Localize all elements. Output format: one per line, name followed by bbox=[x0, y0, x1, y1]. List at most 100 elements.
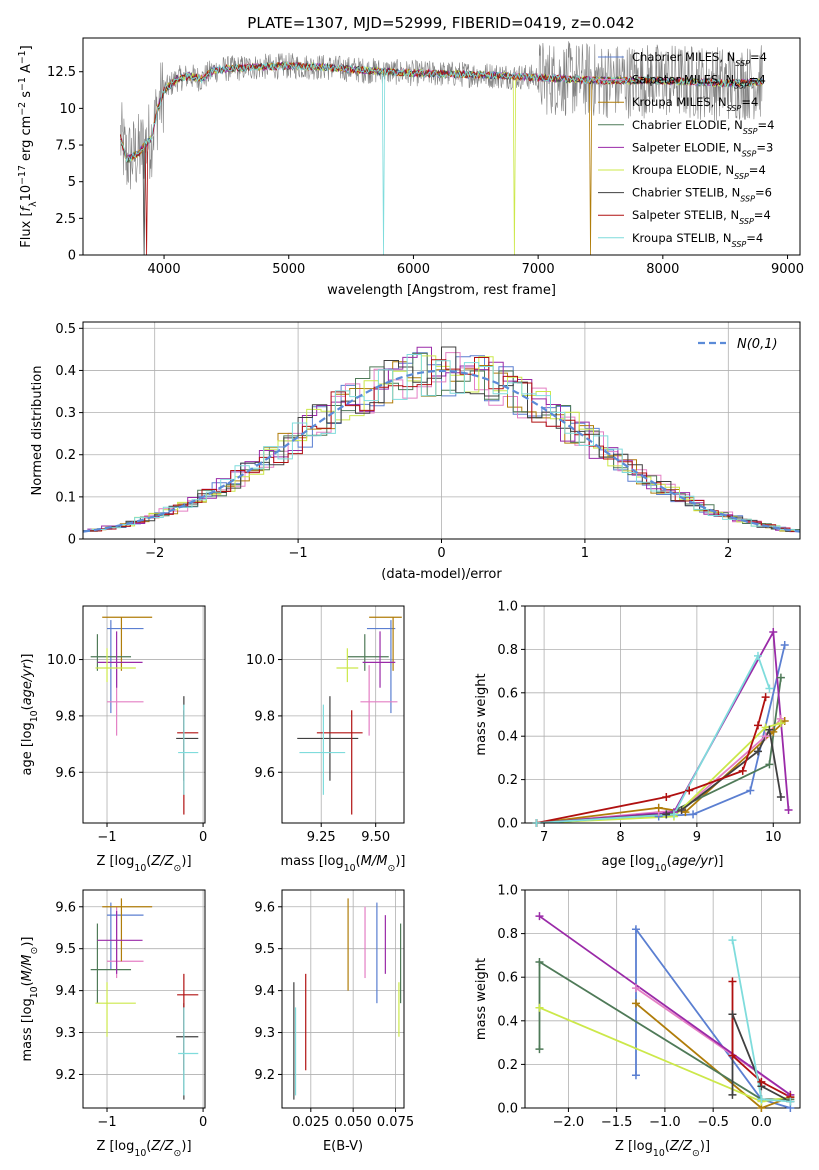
y-tick-label: 7.5 bbox=[55, 139, 76, 154]
x-axis-label: Z [log10(Z/Z⊙)] bbox=[615, 1139, 710, 1159]
legend-entry: Salpeter ELODIE, NSSP=3 bbox=[632, 140, 773, 158]
y-tick-label: 9.3 bbox=[254, 1026, 275, 1041]
y-tick-label: 10.0 bbox=[246, 653, 275, 668]
x-tick-label: 0.0 bbox=[751, 1115, 772, 1130]
x-tick-label: 1 bbox=[581, 546, 589, 561]
y-tick-label: 2.5 bbox=[55, 212, 76, 227]
mass-weight-marker bbox=[535, 1003, 544, 1012]
plot-area bbox=[83, 346, 800, 533]
mass-weight-marker bbox=[728, 977, 737, 986]
x-tick-label: 6000 bbox=[397, 262, 430, 277]
mass-weight-marker bbox=[662, 792, 671, 801]
axes-frame bbox=[82, 889, 206, 1109]
x-tick-label: 0.050 bbox=[335, 1115, 372, 1130]
histogram-step bbox=[87, 357, 800, 532]
y-tick-label: 1.0 bbox=[497, 884, 518, 899]
x-tick-label: 0 bbox=[437, 546, 445, 561]
x-tick-label: −1 bbox=[97, 1115, 116, 1130]
x-tick-label: 7 bbox=[540, 830, 548, 845]
axes-frame bbox=[281, 889, 405, 1109]
y-tick-label: 0.6 bbox=[497, 971, 518, 986]
y-tick-label: 10 bbox=[59, 102, 76, 117]
x-tick-label: 9.50 bbox=[361, 830, 390, 845]
y-tick-label: 0.6 bbox=[497, 686, 518, 701]
y-tick-label: 9.8 bbox=[55, 709, 76, 724]
mass-weight-line bbox=[536, 696, 767, 823]
x-tick-label: 0 bbox=[199, 830, 207, 845]
x-tick-label: 4000 bbox=[148, 262, 181, 277]
mass-weight-marker bbox=[765, 760, 774, 769]
legend-entry: Chabrier STELIB, NSSP=6 bbox=[632, 186, 772, 204]
y-tick-label: 9.2 bbox=[55, 1068, 76, 1083]
mass-weight-marker bbox=[669, 810, 678, 819]
x-tick-label: 9.25 bbox=[307, 830, 336, 845]
mass-weight-line bbox=[538, 915, 791, 1096]
x-axis-label: wavelength [Angstrom, rest frame] bbox=[327, 283, 556, 298]
y-tick-label: 0.4 bbox=[497, 730, 518, 745]
legend-entry: Kroupa ELODIE, NSSP=4 bbox=[632, 163, 766, 181]
mass-weight-marker bbox=[753, 651, 762, 660]
legend-entry: Kroupa MILES, NSSP=4 bbox=[632, 95, 758, 113]
mass-weight-marker bbox=[535, 1045, 544, 1054]
legend-entry: Chabrier MILES, NSSP=4 bbox=[632, 50, 767, 68]
x-tick-label: 9000 bbox=[771, 262, 804, 277]
x-tick-label: 10 bbox=[765, 830, 782, 845]
x-tick-label: 0.075 bbox=[377, 1115, 414, 1130]
x-tick-label: 9 bbox=[693, 830, 701, 845]
x-tick-label: −1.0 bbox=[649, 1115, 681, 1130]
mass-weight-marker bbox=[765, 684, 774, 693]
mass-weight-line bbox=[536, 677, 782, 823]
x-tick-label: −1 bbox=[97, 830, 116, 845]
plot-area bbox=[90, 616, 199, 815]
mass-weight-marker bbox=[728, 1051, 737, 1060]
y-tick-label: 0 bbox=[68, 533, 76, 548]
y-tick-label: 0.8 bbox=[497, 927, 518, 942]
x-axis-label: (data-model)/error bbox=[381, 567, 502, 582]
x-tick-label: 5000 bbox=[272, 262, 305, 277]
mass-weight-marker bbox=[728, 936, 737, 945]
x-tick-label: 7000 bbox=[522, 262, 555, 277]
y-tick-label: 9.6 bbox=[254, 900, 275, 915]
mass-weight-marker bbox=[685, 786, 694, 795]
legend-entry: N(0,1) bbox=[737, 337, 778, 352]
x-tick-label: 8000 bbox=[646, 262, 679, 277]
mass-weight-marker bbox=[786, 1097, 795, 1106]
mass-weight-marker bbox=[532, 819, 541, 827]
mass-weight-marker bbox=[728, 1010, 737, 1019]
y-tick-label: 0.2 bbox=[497, 1058, 518, 1073]
y-tick-label: 0.1 bbox=[55, 490, 76, 505]
mass-weight-marker bbox=[776, 792, 785, 801]
mass-weight-marker bbox=[757, 1077, 766, 1086]
axes-frame bbox=[524, 605, 801, 824]
y-axis-label: age [log10(age/yr)] bbox=[20, 653, 40, 775]
y-tick-label: 0 bbox=[68, 249, 76, 264]
x-tick-label: −1.5 bbox=[601, 1115, 633, 1130]
y-axis-label: mass weight bbox=[474, 958, 489, 1040]
legend-entry: Chabrier ELODIE, NSSP=4 bbox=[632, 118, 774, 136]
x-tick-label: −2 bbox=[145, 546, 164, 561]
mass-weight-marker bbox=[631, 1071, 640, 1080]
x-axis-label: E(B-V) bbox=[323, 1139, 363, 1154]
legend-entry: Salpeter MILES, NSSP=4 bbox=[632, 73, 766, 91]
y-tick-label: 9.4 bbox=[55, 984, 76, 999]
axes-frame bbox=[82, 605, 206, 824]
x-axis-label: mass [log10(M/M⊙)] bbox=[281, 854, 406, 874]
mass-weight-marker bbox=[784, 805, 793, 814]
mass-weight-marker bbox=[631, 925, 640, 934]
y-tick-label: 9.5 bbox=[254, 942, 275, 957]
mass-weight-marker bbox=[761, 693, 770, 702]
y-axis-label: Flux [fλ10−17 erg cm−2 s−1 A−1] bbox=[17, 45, 39, 247]
x-tick-label: 8 bbox=[616, 830, 624, 845]
x-tick-label: −1 bbox=[289, 546, 308, 561]
mass-weight-line bbox=[536, 722, 782, 823]
x-tick-label: 0.025 bbox=[292, 1115, 329, 1130]
gaussian-curve bbox=[83, 369, 800, 533]
chart-residuals: −2 −1 0 1 2 0 0.1 0.2 0.3 0.4 0.5 N(0,1) (data-model… bbox=[30, 321, 801, 582]
plot-area bbox=[120, 41, 763, 255]
mass-weight-marker bbox=[535, 957, 544, 966]
x-axis-label: Z [log10(Z/Z⊙)] bbox=[96, 854, 191, 874]
y-tick-label: 0.0 bbox=[497, 817, 518, 832]
y-tick-label: 0.4 bbox=[55, 364, 76, 379]
legend-entry: Salpeter STELIB, NSSP=4 bbox=[632, 208, 771, 226]
